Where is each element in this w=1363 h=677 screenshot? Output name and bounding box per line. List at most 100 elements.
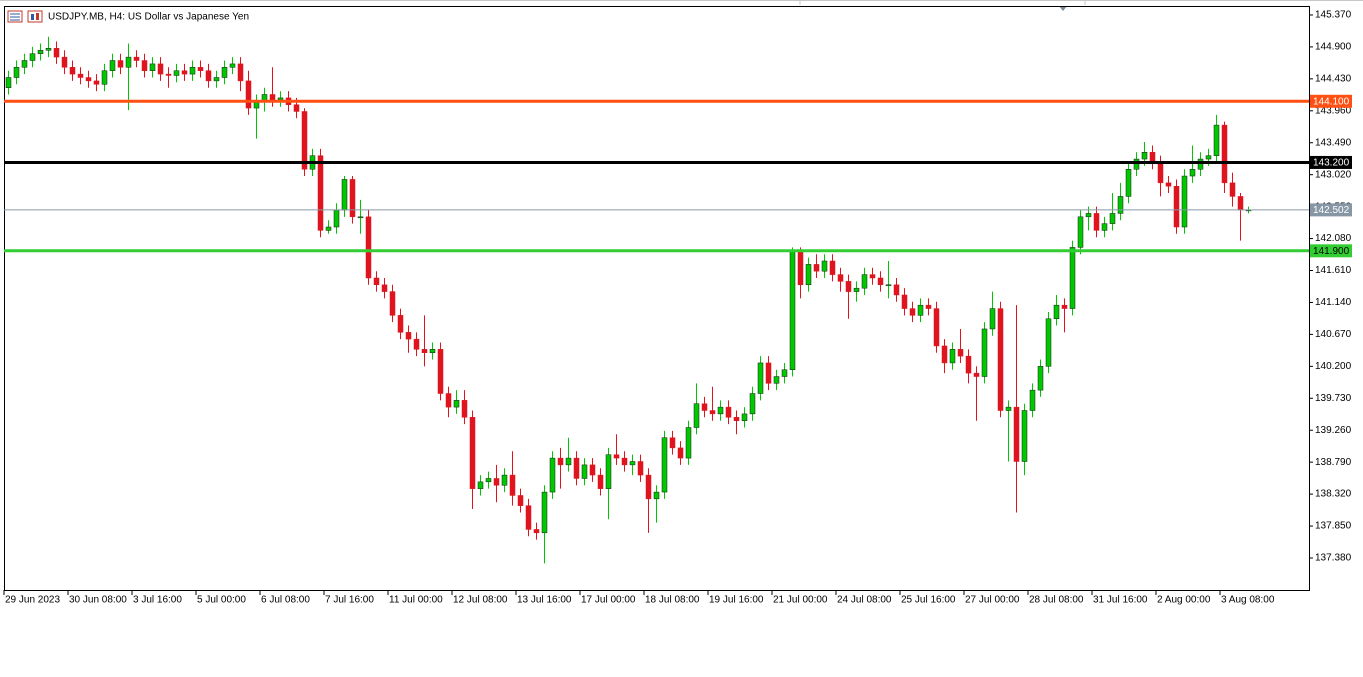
candle-body <box>493 478 500 486</box>
candle-body <box>173 70 180 76</box>
candle-body <box>957 349 964 357</box>
candle-body <box>117 60 124 68</box>
candle-body <box>621 457 628 466</box>
candle-body <box>149 63 156 71</box>
candle-body <box>1181 175 1188 228</box>
candle-body <box>485 478 492 483</box>
candle-body <box>437 349 444 394</box>
candle-body <box>165 73 172 76</box>
candle-body <box>677 447 684 459</box>
y-tick-label: 142.080 <box>1315 233 1352 244</box>
candle-body <box>141 60 148 71</box>
candle-body <box>205 70 212 82</box>
y-tick-label: 143.490 <box>1315 137 1352 148</box>
candle-body <box>349 179 356 218</box>
candle-body <box>877 277 884 286</box>
candle-body <box>221 67 228 78</box>
candle-body <box>741 413 748 421</box>
level-label-box <box>1310 94 1352 108</box>
candle-body <box>557 457 564 466</box>
candle-body <box>357 216 364 219</box>
candle-body <box>61 56 68 68</box>
candle-body <box>693 403 700 428</box>
candle-body <box>445 393 452 408</box>
icon <box>27 10 43 23</box>
candle-body <box>365 216 372 279</box>
candle-body <box>829 260 836 275</box>
candle-body <box>245 80 252 109</box>
candle-body <box>1069 247 1076 309</box>
candle-body <box>1165 182 1172 187</box>
x-tick-label: 17 Jul 00:00 <box>581 595 636 606</box>
y-tick-label: 137.380 <box>1315 553 1352 564</box>
y-tick-label: 138.320 <box>1315 489 1352 500</box>
candle-body <box>989 308 996 330</box>
y-tick-label: 144.430 <box>1315 73 1352 84</box>
candle-body <box>893 284 900 296</box>
candle-body <box>1085 213 1092 218</box>
candle-body <box>317 155 324 231</box>
x-tick-label: 6 Jul 08:00 <box>261 595 310 606</box>
x-tick-label: 7 Jul 16:00 <box>325 595 374 606</box>
candle-body <box>229 63 236 68</box>
candle-body <box>509 474 516 496</box>
candle-body <box>661 437 668 493</box>
y-tick-label: 139.260 <box>1315 425 1352 436</box>
candle-body <box>629 461 636 466</box>
candle-body <box>869 274 876 279</box>
candle-body <box>405 332 412 340</box>
candle-body <box>469 417 476 489</box>
candle-body <box>1037 366 1044 391</box>
y-tick-label: 143.960 <box>1315 105 1352 116</box>
x-tick-label: 30 Jun 08:00 <box>69 595 127 606</box>
candle-body <box>389 291 396 316</box>
candle-body <box>333 209 340 228</box>
candle-body <box>1109 213 1116 224</box>
x-tick-label: 29 Jun 2023 <box>5 595 60 606</box>
candle-body <box>733 417 740 421</box>
candle-body <box>341 179 348 211</box>
candle-body <box>397 315 404 333</box>
candle-body <box>109 60 116 71</box>
candle-body <box>949 349 956 364</box>
candle-body <box>1045 318 1052 367</box>
candle-body <box>1133 158 1140 170</box>
candle-body <box>1093 213 1100 231</box>
plot-frame <box>4 6 1310 591</box>
y-tick-label: 140.670 <box>1315 329 1352 340</box>
candle-body <box>925 304 932 309</box>
candle-body <box>765 362 772 384</box>
x-tick-label: 18 Jul 08:00 <box>645 595 700 606</box>
x-tick-label: 28 Jul 08:00 <box>1029 595 1084 606</box>
candle-body <box>669 437 676 449</box>
candle-body <box>701 403 708 411</box>
candle-body <box>1061 304 1068 309</box>
candle-body <box>1157 162 1164 184</box>
x-tick-label: 27 Jul 00:00 <box>965 595 1020 606</box>
candle-body <box>277 97 284 101</box>
candle-body <box>781 369 788 377</box>
x-tick-label: 24 Jul 08:00 <box>837 595 892 606</box>
y-tick-label: 141.140 <box>1315 297 1352 308</box>
x-tick-label: 3 Aug 08:00 <box>1221 595 1275 606</box>
level-label: 141.900 <box>1313 246 1350 257</box>
candle-body <box>1117 196 1124 214</box>
y-tick-label: 139.730 <box>1315 393 1352 404</box>
x-tick-label: 19 Jul 16:00 <box>709 595 764 606</box>
candle-body <box>581 464 588 479</box>
y-tick-label: 141.610 <box>1315 265 1352 276</box>
candle-body <box>1053 304 1060 320</box>
candle-body <box>685 427 692 459</box>
candle-body <box>757 362 764 394</box>
candle-body <box>189 67 196 75</box>
candle-body <box>717 406 724 415</box>
candle-body <box>461 400 468 418</box>
candle-body <box>789 250 796 370</box>
symbol-icons <box>7 10 43 23</box>
candle-body <box>981 328 988 377</box>
candle-body <box>885 284 892 287</box>
candle-body <box>1221 124 1228 184</box>
candle-body <box>501 474 508 486</box>
x-tick-label: 2 Aug 00:00 <box>1157 595 1211 606</box>
candle-body <box>85 77 92 82</box>
